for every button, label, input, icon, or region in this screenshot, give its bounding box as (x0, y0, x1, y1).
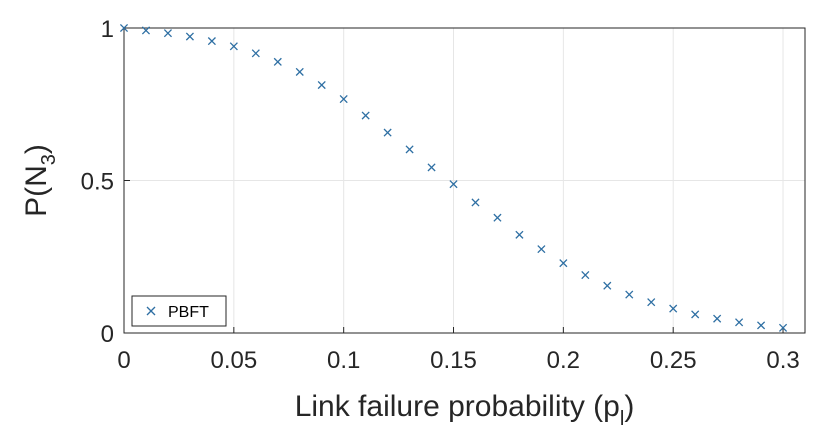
x-axis-label: Link failure probability (pl) (295, 390, 635, 430)
legend-label-pbft: PBFT (168, 304, 209, 321)
data-point (163, 29, 172, 38)
data-point (713, 314, 722, 323)
legend-box (131, 295, 227, 327)
x-tick-label: 0.25 (650, 347, 697, 374)
data-point (273, 57, 282, 66)
y-tick-label: 0 (101, 321, 114, 348)
x-tick-label: 0 (117, 347, 130, 374)
data-point (229, 42, 238, 51)
data-points (119, 23, 788, 332)
data-point (735, 318, 744, 327)
data-point (427, 163, 436, 172)
legend-marker-pbft (146, 306, 156, 316)
x-tick-label: 0.3 (766, 347, 799, 374)
x-tick-label: 0.1 (327, 347, 360, 374)
data-point (515, 230, 524, 239)
grid-lines (123, 27, 805, 334)
x-tick-label: 0.2 (547, 347, 580, 374)
x-tick-label: 0.15 (430, 347, 477, 374)
axis-ticks: 0 0.05 0.1 0.15 0.2 0.25 0.3 0 0.5 1 (81, 16, 800, 374)
y-tick-label: 1 (101, 16, 114, 43)
data-point (537, 245, 546, 254)
data-point (405, 145, 414, 154)
data-point (361, 111, 370, 120)
data-point (185, 32, 194, 41)
data-point (691, 310, 700, 319)
data-point (493, 213, 502, 222)
data-point (757, 321, 766, 330)
data-point (317, 80, 326, 90)
data-point (449, 180, 458, 189)
data-point (295, 67, 304, 76)
data-point (625, 290, 634, 299)
data-point (778, 323, 788, 332)
data-point (119, 23, 129, 33)
data-point (669, 304, 678, 313)
y-tick-label: 0.5 (81, 169, 114, 196)
legend: PBFT (131, 295, 227, 327)
data-point (383, 128, 392, 137)
data-point (471, 198, 480, 207)
x-tick-label: 0.05 (210, 347, 257, 374)
data-point (141, 26, 151, 35)
data-point (581, 270, 590, 280)
data-point (339, 95, 348, 104)
data-point (559, 259, 568, 268)
data-point (207, 37, 216, 46)
data-point (647, 298, 656, 307)
y-axis-label: P(N3) (20, 144, 60, 217)
data-point (603, 281, 612, 290)
data-point (251, 49, 260, 58)
